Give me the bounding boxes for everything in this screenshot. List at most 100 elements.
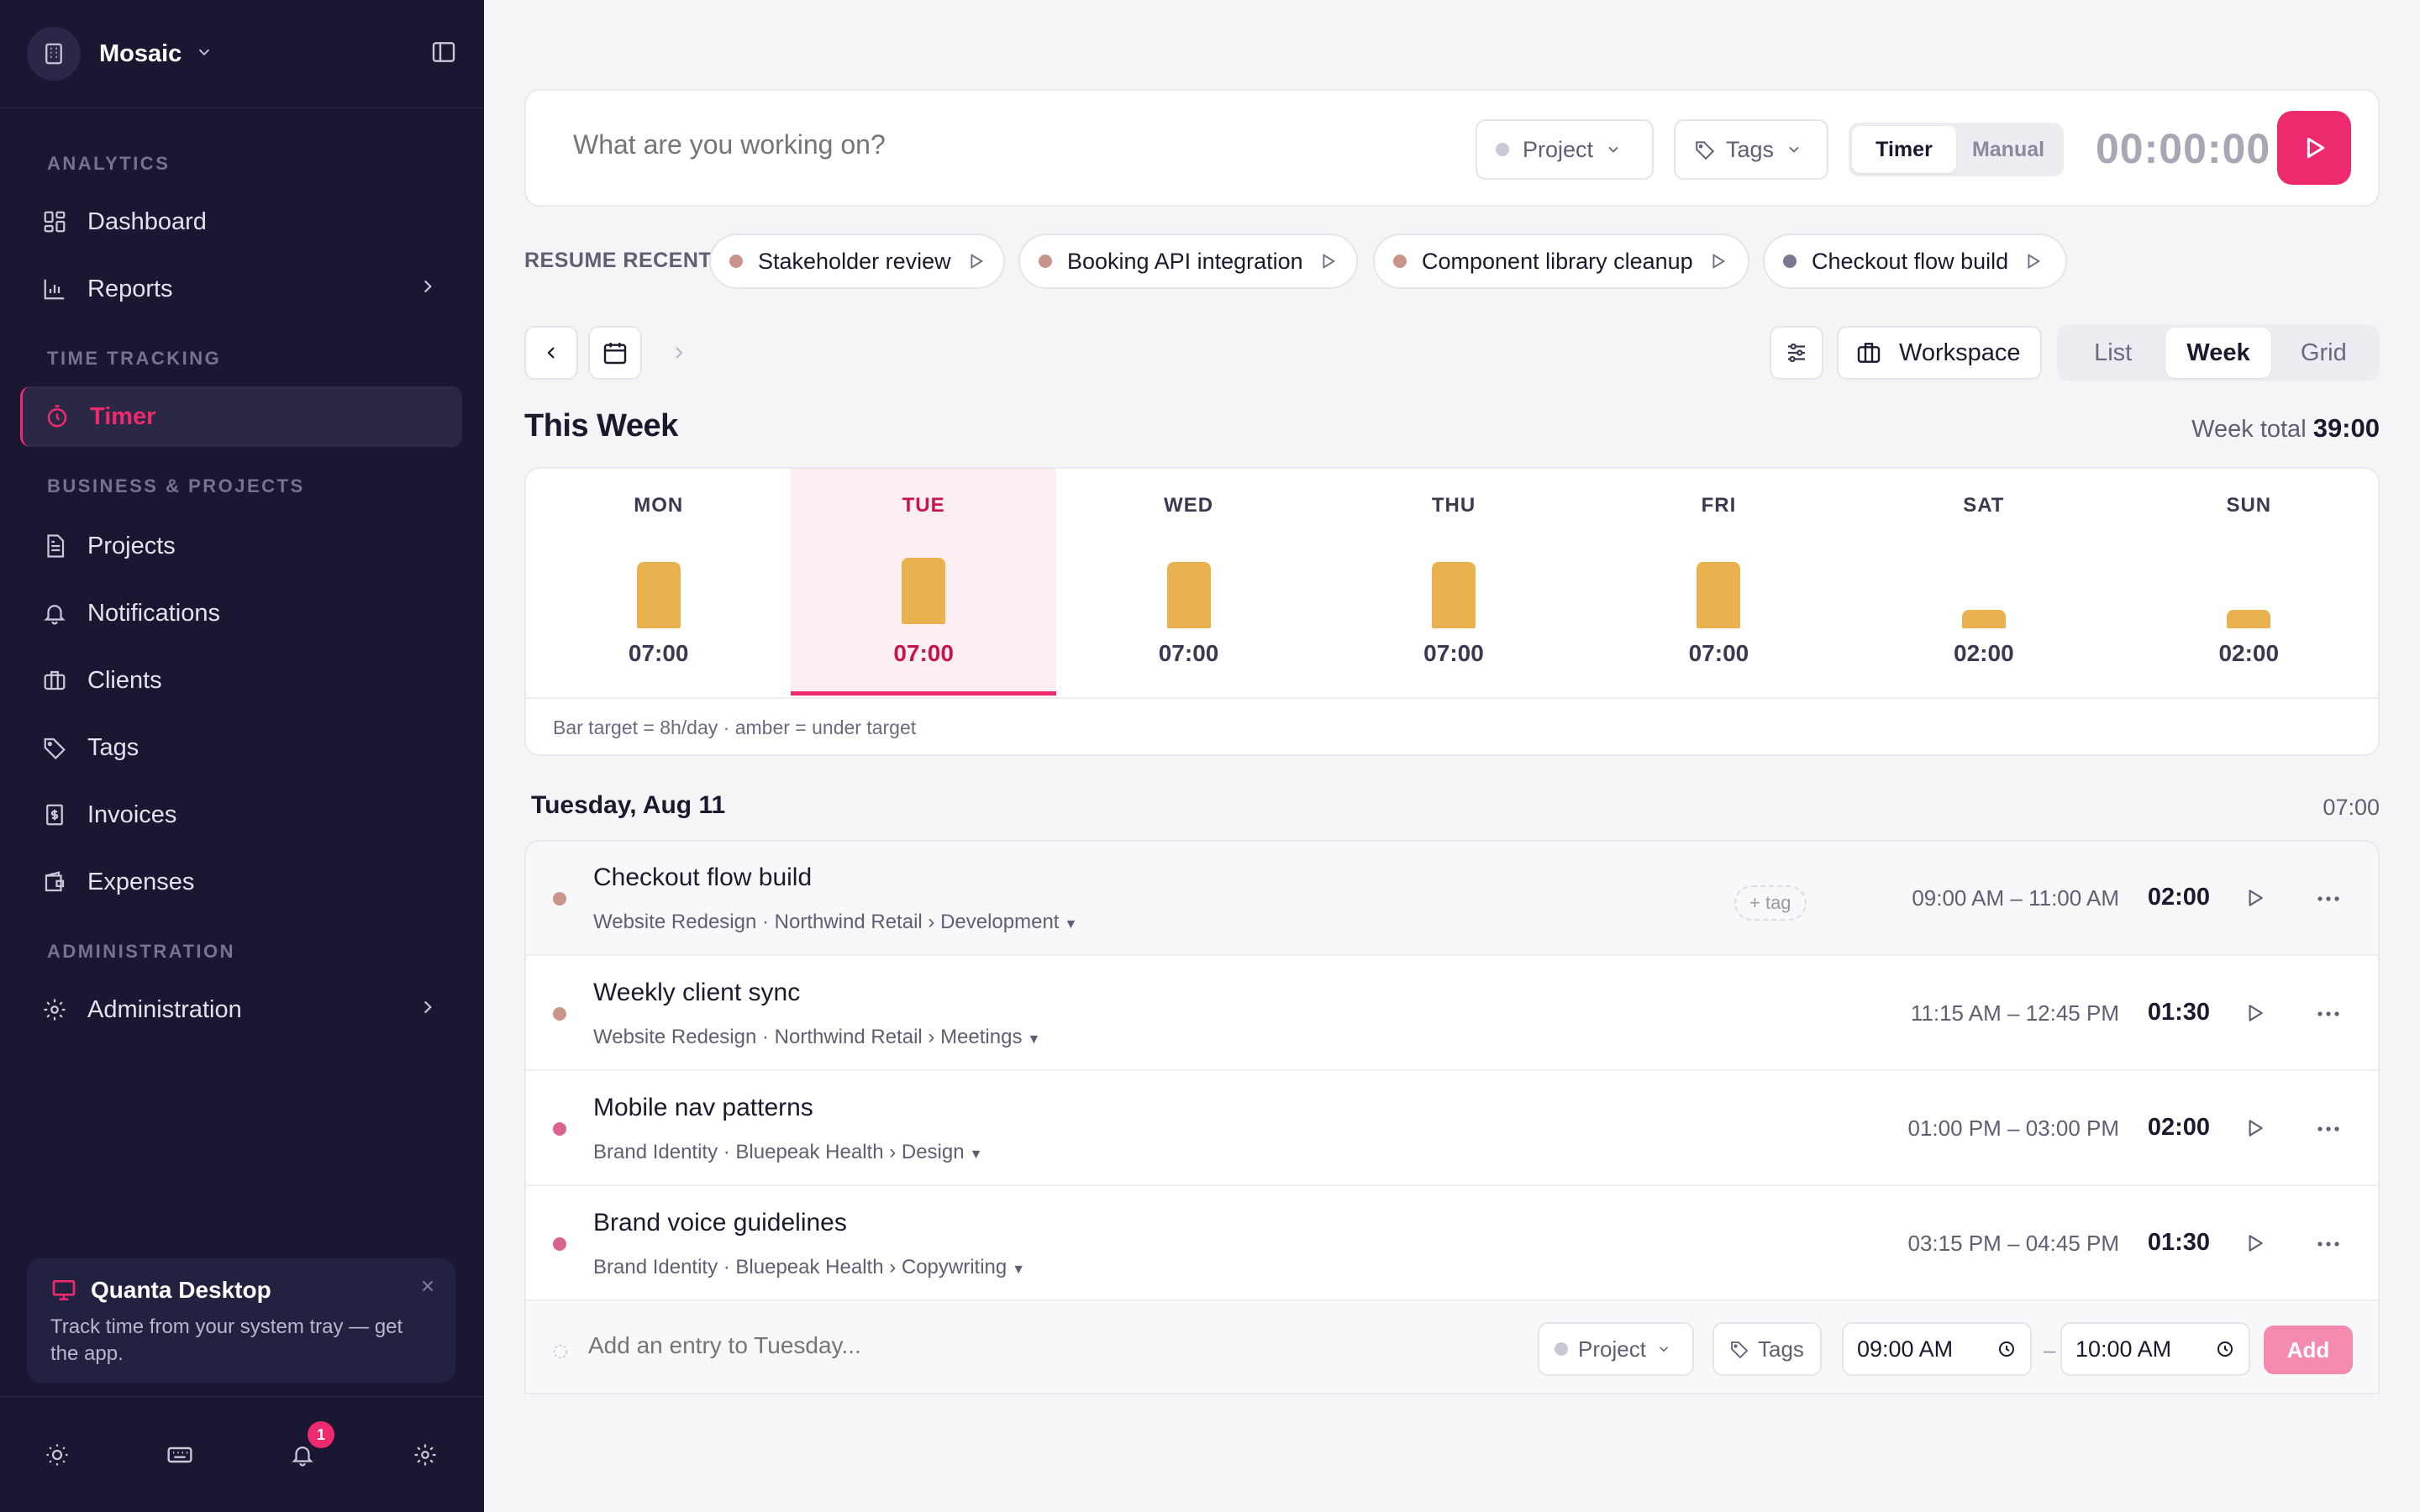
sidebar-item-timer[interactable]: Timer — [20, 386, 462, 447]
entry-project-path[interactable]: Website Redesign · Northwind Retail › Me… — [593, 1026, 1040, 1049]
sidebar-item-expenses[interactable]: Expenses — [20, 852, 462, 912]
workspace-switcher[interactable]: Mosaic — [27, 27, 457, 81]
tab-list[interactable]: List — [2094, 339, 2133, 366]
entry-time-range[interactable]: 01:00 PM – 03:00 PM — [1907, 1116, 2119, 1141]
settings-gear-icon[interactable] — [408, 1438, 442, 1472]
resume-chip[interactable]: Booking API integration — [1018, 234, 1358, 289]
bell-icon — [40, 599, 69, 627]
entry-title[interactable]: Mobile nav patterns — [593, 1094, 813, 1121]
entry-duration[interactable]: 02:00 — [2147, 884, 2210, 911]
add-entry-button[interactable]: Add — [2264, 1326, 2353, 1374]
entry-title[interactable]: Brand voice guidelines — [593, 1209, 847, 1236]
day-name: WED — [1164, 494, 1214, 517]
day-name: MON — [634, 494, 684, 517]
entry-time-range[interactable]: 11:15 AM – 12:45 PM — [1910, 1000, 2119, 1026]
prev-week-button[interactable] — [524, 326, 578, 380]
keyboard-icon[interactable] — [163, 1438, 197, 1472]
more-options-icon[interactable] — [2316, 1005, 2341, 1026]
workspace-filter-button[interactable]: Workspace — [1837, 326, 2042, 380]
day-column-tue[interactable]: TUE 07:00 — [791, 469, 1056, 696]
start-time-input[interactable]: 09:00 AM — [1842, 1322, 2032, 1376]
end-time-input[interactable]: 10:00 AM — [2060, 1322, 2250, 1376]
add-tags-select[interactable]: Tags — [1712, 1322, 1822, 1376]
sidebar-item-label: Invoices — [87, 801, 177, 828]
start-timer-button[interactable] — [2277, 111, 2351, 185]
sidebar: Mosaic ANALYTICS Dashboard Reports TIME … — [0, 0, 484, 1512]
project-dot — [1496, 143, 1509, 156]
more-options-icon[interactable] — [2316, 890, 2341, 911]
tab-week[interactable]: Week — [2165, 328, 2271, 378]
day-column-wed[interactable]: WED 07:00 — [1056, 469, 1321, 696]
week-legend: Bar target = 8h/day · amber = under targ… — [526, 697, 2378, 754]
entry-project-text: Website Redesign · Northwind Retail › De… — [593, 911, 1060, 933]
add-entry-input[interactable] — [588, 1332, 1092, 1359]
sidebar-toggle-icon[interactable] — [430, 39, 457, 70]
tags-select[interactable]: Tags — [1674, 119, 1828, 180]
resume-chip[interactable]: Checkout flow build — [1763, 234, 2067, 289]
play-icon — [2028, 254, 2041, 269]
entry-duration[interactable]: 01:30 — [2147, 1229, 2210, 1256]
day-column-sat[interactable]: SAT 02:00 — [1851, 469, 2116, 696]
play-icon[interactable] — [2244, 887, 2265, 913]
next-week-button[interactable] — [652, 326, 706, 380]
day-column-sun[interactable]: SUN 02:00 — [2117, 469, 2378, 696]
theme-toggle-sun-icon[interactable] — [40, 1438, 74, 1472]
day-column-fri[interactable]: FRI 07:00 — [1586, 469, 1851, 696]
sidebar-item-label: Timer — [90, 402, 156, 430]
bell-icon[interactable]: 1 — [286, 1421, 334, 1472]
sidebar-item-label: Expenses — [87, 868, 195, 895]
filter-button[interactable] — [1770, 326, 1823, 380]
entry-duration[interactable]: 02:00 — [2147, 1114, 2210, 1141]
entry-title[interactable]: Checkout flow build — [593, 864, 813, 891]
week-total-label: Week total — [2191, 416, 2307, 443]
entry-project-path[interactable]: Website Redesign · Northwind Retail › De… — [593, 911, 1077, 934]
sidebar-item-clients[interactable]: Clients — [20, 650, 462, 711]
entry-project-path[interactable]: Brand Identity · Bluepeak Health › Desig… — [593, 1141, 982, 1164]
day-total-value: 07:00 — [1158, 640, 1219, 666]
chevron-left-icon — [547, 347, 555, 359]
entry-time-range[interactable]: 09:00 AM – 11:00 AM — [1912, 885, 2119, 911]
mode-manual-tab[interactable]: Manual — [1971, 137, 2045, 161]
description-input[interactable] — [573, 129, 1329, 160]
caret-down-icon: ▼ — [1012, 1263, 1026, 1277]
monitor-icon — [52, 1280, 76, 1300]
entry-time-range[interactable]: 03:15 PM – 04:45 PM — [1907, 1231, 2119, 1256]
timer-mode-toggle: Timer Manual — [1849, 123, 2064, 176]
day-column-thu[interactable]: THU 07:00 — [1321, 469, 1586, 696]
entry-project-text: Brand Identity · Bluepeak Health › Copyw… — [593, 1256, 1007, 1278]
add-project-select[interactable]: Project — [1538, 1322, 1694, 1376]
tab-grid[interactable]: Grid — [2300, 339, 2347, 366]
sidebar-item-notifications[interactable]: Notifications — [20, 583, 462, 643]
more-options-icon[interactable] — [2316, 1236, 2341, 1257]
add-tag-button[interactable]: + tag — [1734, 885, 1807, 921]
time-entry-row[interactable]: Checkout flow build Website Redesign · No… — [526, 842, 2378, 956]
mode-timer-tab[interactable]: Timer — [1852, 126, 1956, 173]
more-options-icon[interactable] — [2316, 1121, 2341, 1142]
day-column-mon[interactable]: MON 07:00 — [526, 469, 791, 696]
entry-duration[interactable]: 01:30 — [2147, 999, 2210, 1026]
day-heading: Tuesday, Aug 11 — [531, 791, 726, 819]
sidebar-item-projects[interactable]: Projects — [20, 516, 462, 576]
time-entry-row[interactable]: Weekly client sync Website Redesign · Nor… — [526, 957, 2378, 1071]
play-icon[interactable] — [2244, 1002, 2265, 1028]
chevron-down-icon — [1659, 1347, 1668, 1352]
day-hours-bar — [1697, 562, 1741, 628]
sidebar-item-invoices[interactable]: Invoices — [20, 785, 462, 845]
project-select[interactable]: Project — [1476, 119, 1654, 180]
time-entry-row[interactable]: Mobile nav patterns Brand Identity · Blue… — [526, 1072, 2378, 1186]
resume-chip[interactable]: Stakeholder review — [709, 234, 1005, 289]
play-icon[interactable] — [2244, 1117, 2265, 1143]
sidebar-item-tags[interactable]: Tags — [20, 717, 462, 778]
close-icon[interactable] — [418, 1277, 437, 1299]
day-name: TUE — [902, 494, 945, 517]
resume-chip[interactable]: Component library cleanup — [1373, 234, 1749, 289]
calendar-button[interactable] — [588, 326, 642, 380]
time-entry-row[interactable]: Brand voice guidelines Brand Identity · B… — [526, 1187, 2378, 1301]
play-icon[interactable] — [2244, 1232, 2265, 1258]
sidebar-item-reports[interactable]: Reports — [20, 259, 462, 319]
entry-project-path[interactable]: Brand Identity · Bluepeak Health › Copyw… — [593, 1256, 1025, 1279]
entry-title[interactable]: Weekly client sync — [593, 979, 801, 1006]
chevron-down-icon — [195, 43, 213, 66]
sidebar-item-dashboard[interactable]: Dashboard — [20, 192, 462, 252]
sidebar-item-administration[interactable]: Administration — [20, 979, 462, 1040]
